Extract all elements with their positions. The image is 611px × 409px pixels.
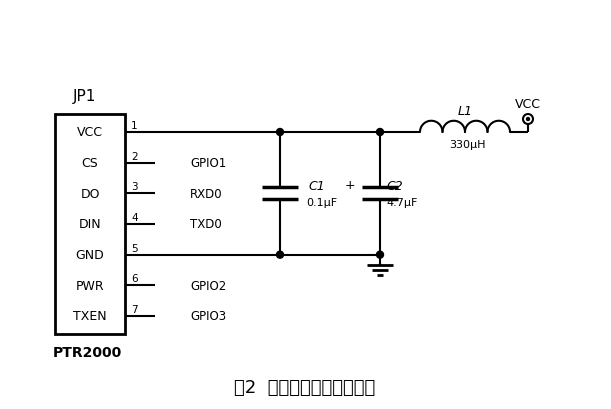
Circle shape [376, 129, 384, 136]
Text: 4.7μF: 4.7μF [386, 198, 417, 208]
Text: 图2  无线通信模块接口电路: 图2 无线通信模块接口电路 [235, 378, 376, 396]
Text: PTR2000: PTR2000 [53, 345, 122, 359]
Text: RXD0: RXD0 [190, 187, 222, 200]
Text: TXD0: TXD0 [190, 218, 222, 231]
Circle shape [277, 252, 284, 258]
Text: 1: 1 [131, 121, 137, 131]
Text: C2: C2 [386, 180, 403, 192]
Circle shape [376, 252, 384, 258]
Text: TXEN: TXEN [73, 310, 107, 323]
Text: VCC: VCC [515, 98, 541, 111]
Text: GND: GND [76, 249, 104, 261]
Text: 3: 3 [131, 182, 137, 192]
Circle shape [277, 129, 284, 136]
Text: DIN: DIN [79, 218, 101, 231]
Text: VCC: VCC [77, 126, 103, 139]
Text: GPIO3: GPIO3 [190, 310, 226, 323]
Text: GPIO1: GPIO1 [190, 157, 226, 170]
Text: 4: 4 [131, 213, 137, 222]
Bar [55, 115, 125, 334]
Circle shape [527, 118, 530, 121]
Text: 330μH: 330μH [448, 139, 485, 150]
Text: GPIO2: GPIO2 [190, 279, 226, 292]
Text: L1: L1 [458, 105, 472, 118]
Text: JP1: JP1 [73, 89, 97, 104]
Text: C1: C1 [308, 180, 325, 192]
Text: +: + [345, 178, 355, 191]
Text: 2: 2 [131, 151, 137, 161]
Text: PWR: PWR [76, 279, 104, 292]
Text: 7: 7 [131, 304, 137, 314]
Text: CS: CS [82, 157, 98, 170]
Text: DO: DO [80, 187, 100, 200]
Text: 5: 5 [131, 243, 137, 253]
Text: 6: 6 [131, 274, 137, 283]
Text: 0.1μF: 0.1μF [306, 198, 337, 208]
